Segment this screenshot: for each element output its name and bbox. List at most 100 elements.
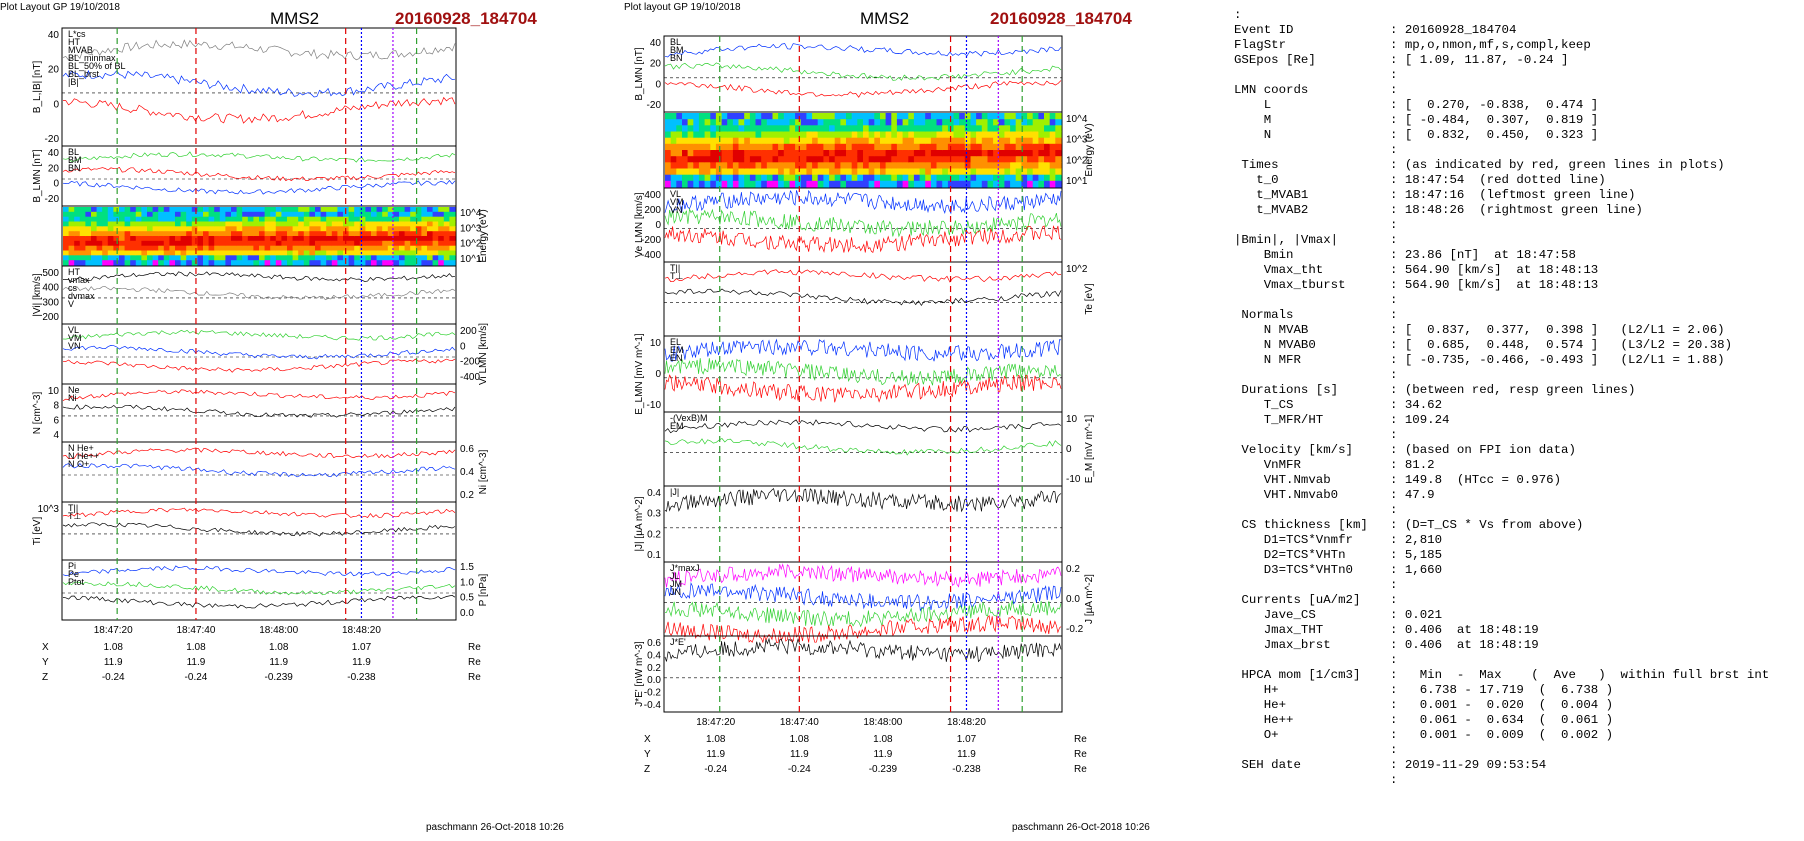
spectrogram-cell (874, 113, 881, 120)
spectrogram-cell (953, 113, 960, 120)
spectrogram-cell (1049, 113, 1056, 120)
spectrogram-cell (727, 137, 734, 145)
spectrogram-cell (354, 260, 361, 266)
spectrogram-cell (102, 236, 109, 242)
spectrogram-cell (359, 245, 366, 252)
spectrogram-cell (987, 113, 994, 120)
info-value: : 5,185 (1390, 548, 1443, 562)
spectrogram-cell (710, 125, 717, 133)
spectrogram-cell (902, 119, 909, 126)
y-tick-label: 20 (650, 59, 662, 70)
info-value: : (1390, 368, 1398, 382)
spectrogram-cell (766, 162, 774, 170)
spectrogram-cell (236, 255, 243, 261)
y-tick-label: -400 (641, 250, 661, 261)
spectrogram-cell (449, 226, 456, 232)
spectrogram-cell (203, 207, 210, 213)
spectrogram-cell (766, 143, 774, 151)
spectrogram-cell (732, 119, 740, 126)
spectrogram-cell (998, 131, 1006, 139)
time-tick-label: 18:47:20 (696, 717, 735, 728)
spectrogram-cell (275, 211, 282, 218)
spectrogram-cell (755, 125, 762, 133)
series-line-1 (62, 286, 456, 301)
spectrogram-cell (415, 240, 422, 247)
spectrogram-cell (371, 240, 378, 247)
spectrogram-cell (913, 174, 921, 182)
spectrogram-cell (219, 231, 226, 237)
info-value: : (based on FPI ion data) (1390, 443, 1576, 457)
spectrogram-cell (63, 231, 70, 237)
legend-entry: BL_50% of BL (68, 61, 126, 71)
spectrogram-cell (993, 150, 1000, 157)
spectrogram-cell (74, 211, 81, 218)
spectrogram-cell (953, 168, 960, 176)
spectrogram-cell (231, 216, 238, 223)
legend-entry: Pi (68, 561, 76, 571)
spectrogram-cell (772, 125, 779, 133)
spectrogram-cell (320, 236, 327, 242)
spectrogram-cell (682, 162, 689, 170)
spectrogram-cell (840, 137, 847, 145)
spectrogram-cell (964, 131, 972, 139)
spectrogram-cell (399, 260, 406, 266)
y-axis-label: Energy (eV) (478, 209, 489, 262)
series-line-2 (62, 358, 456, 373)
spectrogram-cell (1055, 119, 1062, 126)
spectrogram-cell (987, 168, 994, 176)
spectrogram-cell (236, 216, 243, 223)
spectrogram-cell (253, 260, 260, 266)
spectrogram-cell (682, 125, 689, 133)
spectrogram-cell (102, 211, 109, 218)
spectrogram-cell (715, 137, 723, 145)
spectrogram-cell (896, 113, 904, 120)
spectrogram-cell (309, 245, 316, 252)
spectrogram-cell (800, 150, 808, 157)
series-line-0 (62, 507, 456, 518)
spectrogram-cell (449, 250, 456, 256)
spectrogram-cell (698, 162, 706, 170)
coord-value: 11.9 (187, 657, 206, 668)
y-axis-label: B_L,|B| [nT] (32, 61, 43, 114)
coord-value: 1.08 (269, 642, 289, 653)
spectrogram-cell (913, 125, 921, 133)
info-line: He+: 0.001 - 0.020 ( 0.004 ) (1234, 698, 1794, 713)
info-value: : (1390, 743, 1398, 757)
spectrogram-cell (147, 226, 154, 232)
spectrogram-cell (761, 119, 768, 126)
spectrogram-cell (868, 137, 875, 145)
spectrogram-cell (902, 137, 909, 145)
spectrogram-cell (913, 143, 921, 151)
spectrogram-cell (96, 240, 103, 247)
spectrogram-cell (421, 207, 428, 213)
spectrogram-cell (964, 113, 972, 120)
spectrogram-cell (1027, 174, 1034, 182)
spectrogram-cell (891, 162, 898, 170)
spectrogram-cell (885, 119, 892, 126)
spectrogram-cell (208, 231, 215, 237)
spectrogram-cell (698, 131, 706, 139)
spectrogram-cell (665, 125, 672, 133)
spectrogram-cell (326, 216, 333, 223)
spectrogram-cell (693, 143, 700, 151)
spectrogram-cell (410, 245, 417, 252)
spectrogram-cell (772, 137, 779, 145)
spectrogram-cell (772, 162, 779, 170)
spectrogram-cell (354, 231, 361, 237)
spectrogram-cell (987, 131, 994, 139)
spectrogram-cell (1015, 119, 1022, 126)
spectrogram-cell (778, 131, 785, 139)
y-tick-label: -10 (1066, 474, 1081, 485)
spectrogram-cell (421, 236, 428, 242)
spectrogram-cell (721, 156, 728, 163)
info-key: t_MVAB1 (1234, 188, 1309, 202)
spectrogram-cell (930, 180, 938, 188)
spectrogram-cell (936, 150, 943, 157)
spectrogram-cell (337, 216, 344, 223)
spectrogram-cell (896, 180, 904, 188)
spectrogram-cell (885, 180, 892, 188)
spectrogram-cell (1044, 119, 1051, 126)
spectrogram-cell (1004, 174, 1011, 182)
spectrogram-cell (382, 250, 389, 256)
spectrogram-cell (135, 236, 142, 242)
